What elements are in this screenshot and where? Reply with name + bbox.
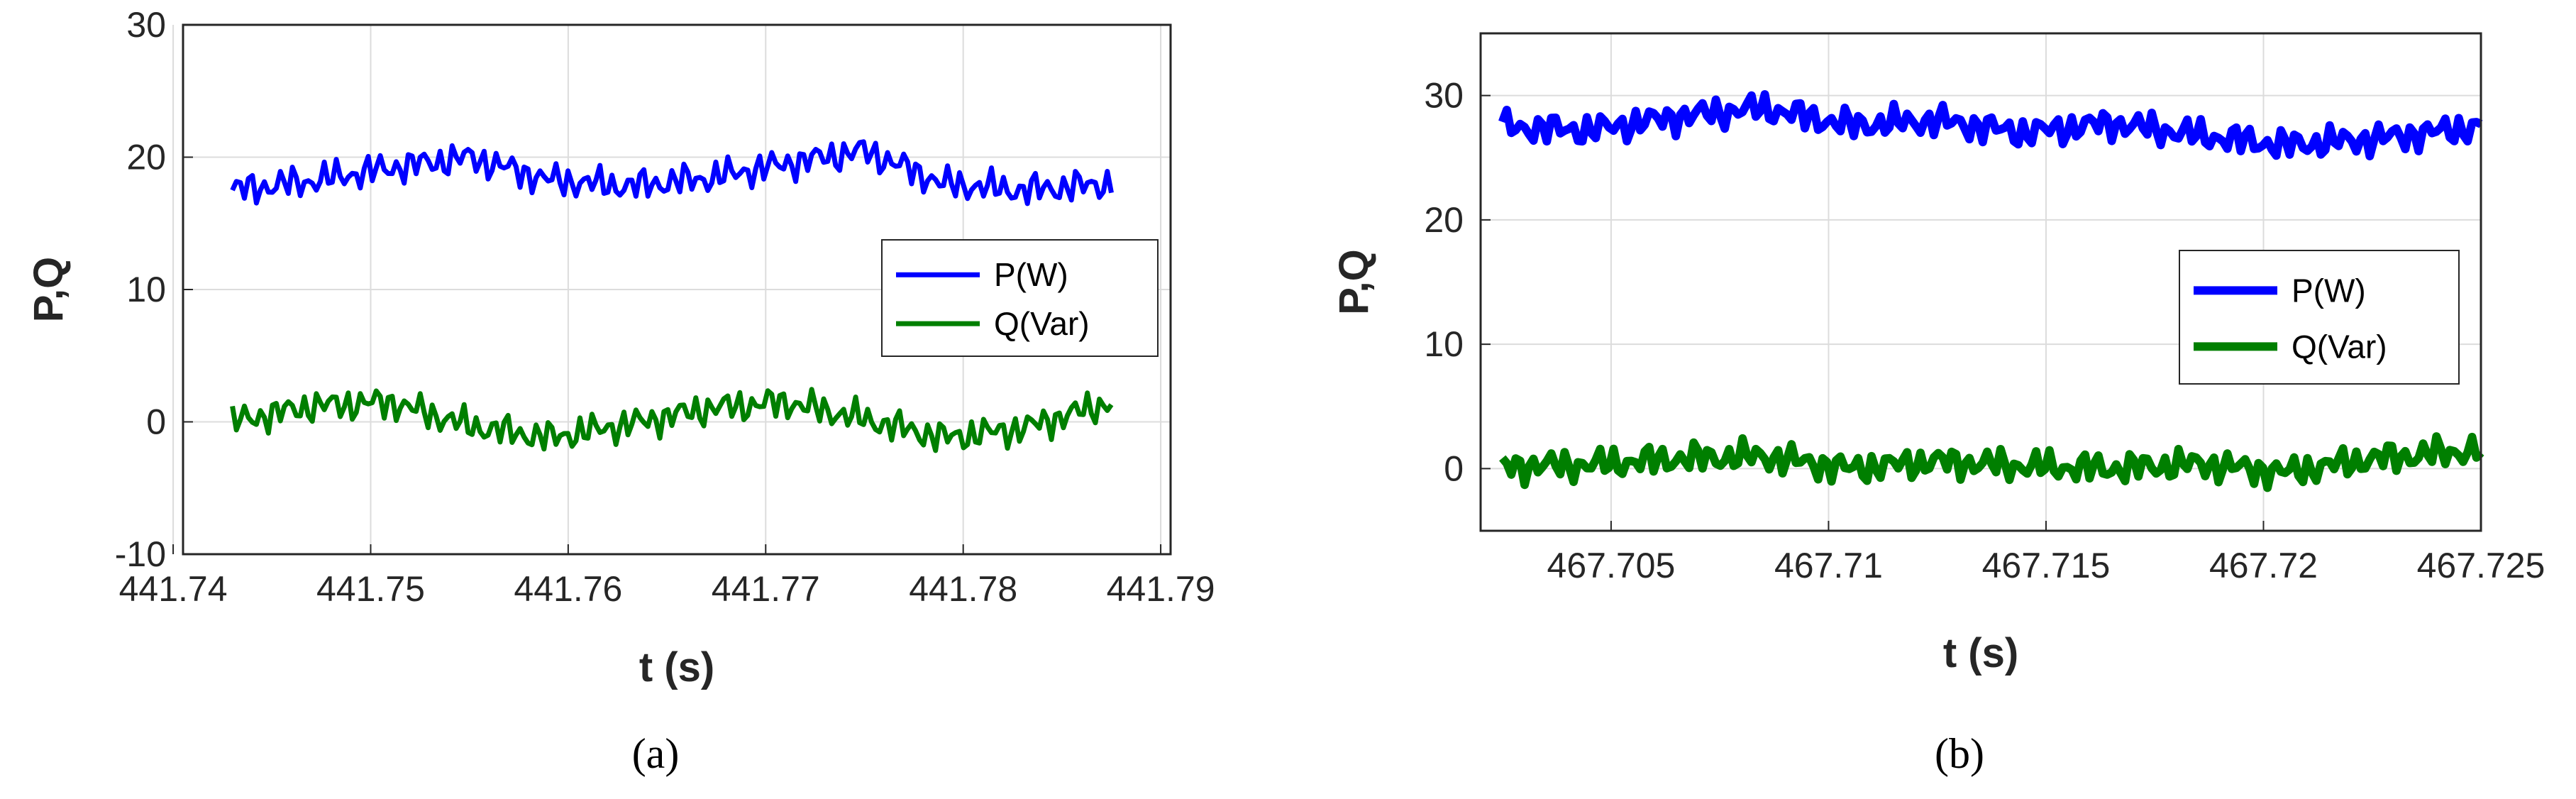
series-line-q <box>1499 432 2484 492</box>
y-tick-label: 20 <box>1424 200 1464 240</box>
y-tick-label: 30 <box>126 5 166 45</box>
y-tick-label: 30 <box>1424 76 1464 116</box>
legend-label: Q(Var) <box>2292 328 2387 365</box>
y-tick-label: -10 <box>115 534 166 574</box>
x-tick-label: 441.77 <box>712 569 820 609</box>
legend-label: P(W) <box>2292 272 2366 309</box>
axes-box <box>1479 32 2482 532</box>
series-line-p <box>1498 90 2483 160</box>
x-tick-label: 467.715 <box>1982 546 2111 585</box>
y-tick-label: 10 <box>1424 324 1464 364</box>
legend-label: Q(Var) <box>994 305 1090 342</box>
panel-caption: (a) <box>632 730 680 777</box>
x-tick-label: 467.72 <box>2209 546 2318 585</box>
panel-caption: (b) <box>1935 730 1984 777</box>
x-tick-label: 467.725 <box>2417 546 2545 585</box>
x-tick-label: 441.75 <box>316 569 425 609</box>
x-axis-label: t (s) <box>639 644 714 690</box>
x-tick-label: 467.705 <box>1547 546 1676 585</box>
y-tick-label: 10 <box>126 270 166 309</box>
chart-panel-b: 467.705 467.71 467.715 467.72 467.725 0 10 20 30… <box>1331 32 2545 777</box>
series-line-p <box>230 139 1114 206</box>
y-axis-label: P,Q <box>26 257 72 322</box>
x-tick-label: 441.78 <box>909 569 1017 609</box>
legend-box <box>2179 250 2460 385</box>
chart-panel-a: 441.74 441.75 441.76 441.77 441.78 441.79 -10 0… <box>26 5 1215 777</box>
y-tick-label: 0 <box>1444 448 1464 488</box>
y-axis-label: P,Q <box>1331 249 1377 314</box>
series-line-q <box>230 387 1114 453</box>
legend-box <box>881 239 1159 357</box>
y-tick-label: 20 <box>126 138 166 177</box>
legend-label: P(W) <box>994 256 1068 293</box>
axes-box <box>182 23 1172 556</box>
x-tick-label: 441.76 <box>514 569 622 609</box>
x-tick-label: 441.79 <box>1107 569 1215 609</box>
y-tick-label: 0 <box>146 402 166 442</box>
x-axis-label: t (s) <box>1943 630 2018 676</box>
x-tick-label: 467.71 <box>1774 546 1883 585</box>
x-tick-label: 441.74 <box>119 569 228 609</box>
